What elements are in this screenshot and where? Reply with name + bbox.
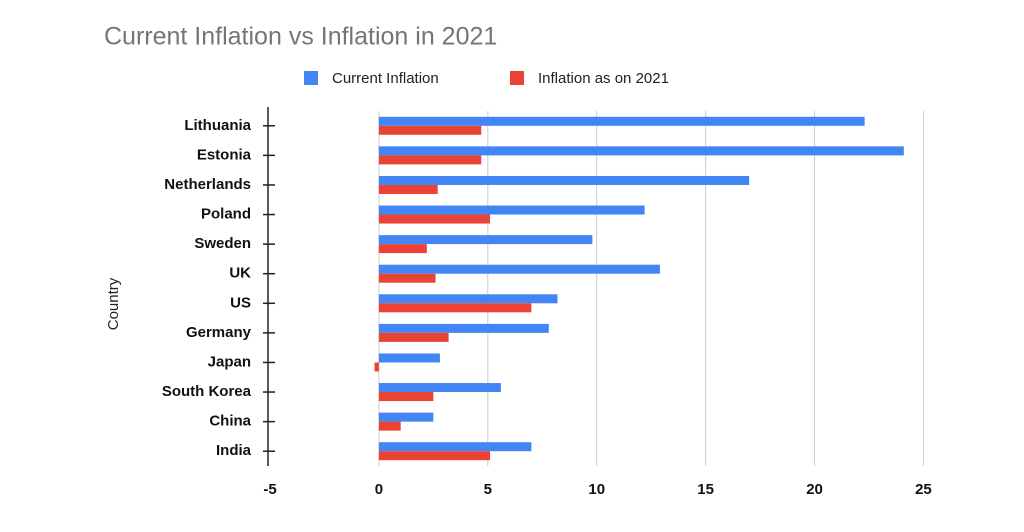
x-tick-label: 5 xyxy=(484,481,492,498)
x-tick-label: 0 xyxy=(375,481,383,498)
bar xyxy=(378,442,532,452)
x-tick-label: 25 xyxy=(915,481,932,498)
bar xyxy=(378,184,438,194)
y-tick-label: Germany xyxy=(186,324,252,341)
y-tick-label: South Korea xyxy=(162,383,252,400)
bar xyxy=(378,155,482,165)
bar xyxy=(378,451,490,461)
legend-swatch xyxy=(304,71,318,85)
bar xyxy=(378,116,865,126)
bar xyxy=(378,244,427,254)
y-tick-label: Poland xyxy=(201,206,251,223)
y-tick-label: Lithuania xyxy=(184,117,251,134)
legend-label: Current Inflation xyxy=(332,70,439,87)
y-axis-label: Country xyxy=(105,277,122,330)
y-tick-label: Japan xyxy=(208,353,251,370)
bar xyxy=(378,264,660,274)
chart-title: Current Inflation vs Inflation in 2021 xyxy=(104,23,497,51)
bar xyxy=(378,383,501,393)
y-tick-label: Netherlands xyxy=(164,176,251,193)
y-tick-label: China xyxy=(209,413,251,430)
x-tick-label: 20 xyxy=(806,481,823,498)
y-tick-label: Estonia xyxy=(197,146,252,163)
bar xyxy=(378,205,645,215)
bar xyxy=(378,273,436,283)
y-tick-label: UK xyxy=(229,265,251,282)
bar xyxy=(378,146,904,156)
bar xyxy=(378,235,593,245)
y-tick-label: Sweden xyxy=(194,235,251,252)
bar xyxy=(378,303,532,313)
legend-swatch xyxy=(510,71,524,85)
bar xyxy=(378,125,482,135)
bar xyxy=(378,412,434,422)
bar xyxy=(378,214,490,224)
bar xyxy=(378,332,449,342)
bar xyxy=(378,323,549,333)
bar xyxy=(378,392,434,402)
bar xyxy=(378,294,558,304)
bar xyxy=(374,362,379,372)
y-tick-label: US xyxy=(230,294,251,311)
bar xyxy=(378,175,750,185)
x-tick-label: 10 xyxy=(588,481,605,498)
x-tick-label: -5 xyxy=(263,481,276,498)
legend-label: Inflation as on 2021 xyxy=(538,70,669,87)
bar xyxy=(378,353,440,363)
x-tick-label: 15 xyxy=(697,481,714,498)
y-tick-label: India xyxy=(216,442,252,459)
bar xyxy=(378,421,401,431)
